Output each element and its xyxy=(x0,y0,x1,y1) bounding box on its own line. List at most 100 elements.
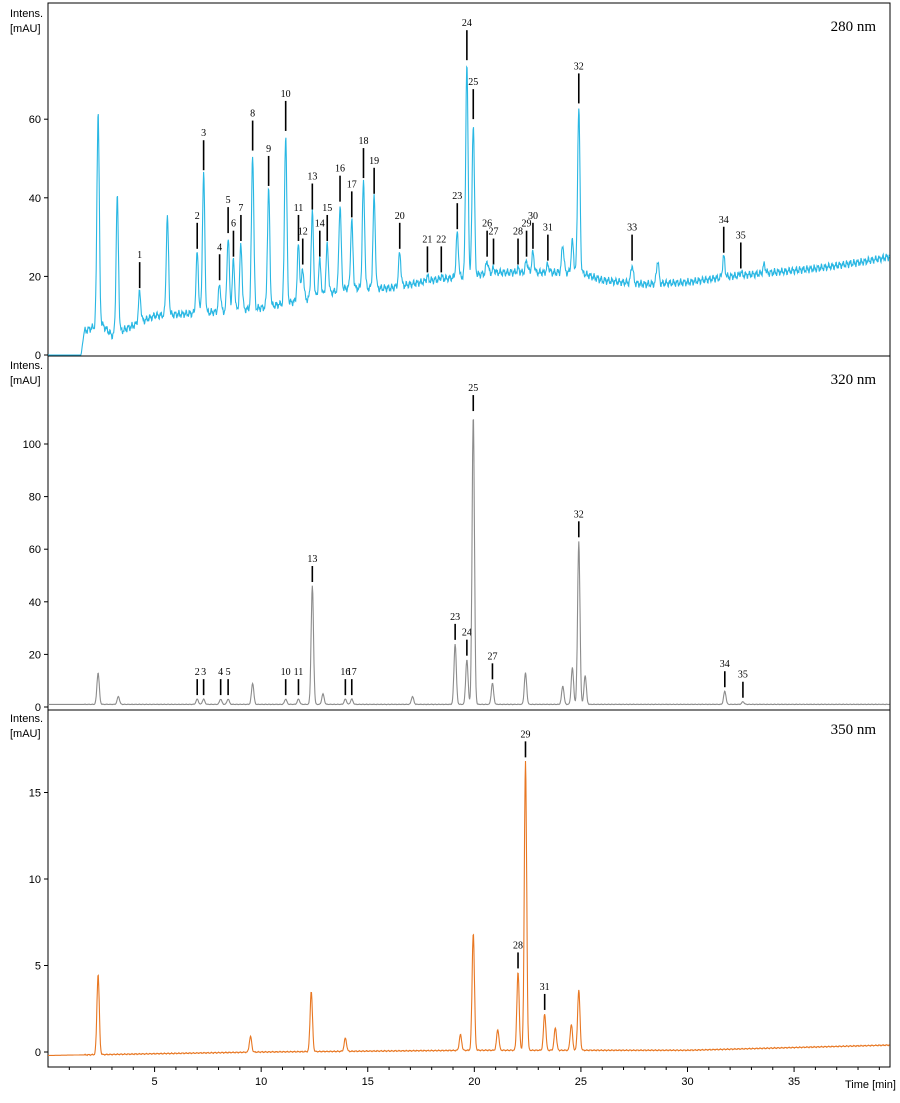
peak-label: 21 xyxy=(422,234,432,245)
plot-frame-280nm xyxy=(47,2,891,357)
peak-label: 24 xyxy=(462,628,472,639)
x-ticks: 5 10 15 20 25 30 35 xyxy=(68,1067,880,1088)
peak-label: 31 xyxy=(543,223,553,234)
x-tick-label: 10 xyxy=(255,1076,267,1088)
y-ticks-320nm: 0 20 40 60 80 100 xyxy=(23,439,48,714)
peak-label: 27 xyxy=(489,227,499,238)
peak-label: 34 xyxy=(719,215,729,226)
peak-label: 2 xyxy=(195,667,200,678)
peak-label: 14 xyxy=(315,219,325,230)
peak-label: 8 xyxy=(250,109,255,120)
peak-label: 26 xyxy=(482,219,492,230)
peak-label: 28 xyxy=(513,227,523,238)
peak-label: 32 xyxy=(574,61,584,72)
wavelength-label-320nm: 320 nm xyxy=(831,372,877,388)
peak-label: 3 xyxy=(201,128,206,139)
peak-label: 24 xyxy=(462,18,472,29)
peak-label: 20 xyxy=(395,211,405,222)
peak-label: 16 xyxy=(340,667,350,678)
panel-350nm: 350 nm Intens. [mAU] 0 5 10 15 5 10 15 20 25 30 3… xyxy=(10,709,896,1091)
y-tick-label: 10 xyxy=(29,874,41,886)
peak-label: 16 xyxy=(335,164,345,175)
x-tick-label: 25 xyxy=(575,1076,587,1088)
peak-label: 7 xyxy=(238,203,243,214)
trace-350nm xyxy=(48,760,890,1057)
peak-label: 12 xyxy=(298,227,308,238)
y-ticks-350nm: 0 5 10 15 xyxy=(29,788,48,1059)
peak-label: 15 xyxy=(322,203,332,214)
x-axis-title: Time [min] xyxy=(845,1079,896,1091)
y-tick-label: 40 xyxy=(29,597,41,609)
peak-label: 25 xyxy=(468,383,478,394)
y-tick-label: 5 xyxy=(35,961,41,973)
peak-label: 23 xyxy=(450,612,460,623)
peak-label: 13 xyxy=(307,554,317,565)
peak-label: 13 xyxy=(307,172,317,183)
y-tick-label: 15 xyxy=(29,788,41,800)
peak-label: 6 xyxy=(231,219,236,230)
peak-label: 4 xyxy=(218,667,223,678)
y-tick-label: 0 xyxy=(35,1047,41,1059)
peak-label: 11 xyxy=(294,667,304,678)
trace-320nm xyxy=(48,419,890,706)
peak-label: 4 xyxy=(217,242,222,253)
y-axis-title-320nm: Intens. xyxy=(10,360,43,372)
peak-label: 1 xyxy=(137,250,142,261)
peak-label: 9 xyxy=(266,144,271,155)
peak-label: 22 xyxy=(436,234,446,245)
peak-label: 11 xyxy=(294,203,304,214)
peak-label: 5 xyxy=(226,195,231,206)
y-axis-title-280nm: Intens. xyxy=(10,8,43,20)
x-tick-label: 35 xyxy=(788,1076,800,1088)
peak-label: 5 xyxy=(226,667,231,678)
y-axis-unit-350nm: [mAU] xyxy=(10,728,41,740)
y-tick-label: 100 xyxy=(23,439,41,451)
peak-label: 2 xyxy=(195,211,200,222)
peak-label: 31 xyxy=(540,982,550,993)
peak-label: 10 xyxy=(281,89,291,100)
y-tick-label: 60 xyxy=(29,544,41,556)
plot-frame-350nm xyxy=(47,709,891,1068)
peak-label: 10 xyxy=(281,667,291,678)
peak-label: 32 xyxy=(574,509,584,520)
y-ticks-280nm: 0 20 40 60 xyxy=(29,114,48,362)
peak-label: 29 xyxy=(520,729,530,740)
y-tick-label: 60 xyxy=(29,114,41,126)
wavelength-label-280nm: 280 nm xyxy=(831,19,877,35)
y-axis-title-350nm: Intens. xyxy=(10,713,43,725)
x-tick-label: 15 xyxy=(362,1076,374,1088)
wavelength-label-350nm: 350 nm xyxy=(831,722,877,738)
y-axis-unit-280nm: [mAU] xyxy=(10,23,41,35)
y-tick-label: 0 xyxy=(35,350,41,362)
peak-label: 27 xyxy=(487,651,497,662)
peak-label: 3 xyxy=(201,667,206,678)
y-tick-label: 40 xyxy=(29,193,41,205)
peak-label: 17 xyxy=(347,179,357,190)
x-tick-label: 30 xyxy=(681,1076,693,1088)
markers-350nm: 28 29 31 xyxy=(513,729,550,1010)
y-axis-unit-320nm: [mAU] xyxy=(10,375,41,387)
y-tick-label: 20 xyxy=(29,649,41,661)
peak-label: 17 xyxy=(347,667,357,678)
peak-label: 35 xyxy=(738,670,748,681)
peak-label: 33 xyxy=(627,223,637,234)
peak-label: 19 xyxy=(369,156,379,167)
peak-label: 34 xyxy=(720,659,730,670)
peak-label: 18 xyxy=(358,136,368,147)
peak-label: 30 xyxy=(528,211,538,222)
trace-280nm xyxy=(48,65,891,356)
peak-label: 35 xyxy=(736,230,746,241)
peak-label: 23 xyxy=(452,191,462,202)
x-tick-label: 20 xyxy=(468,1076,480,1088)
peak-label: 29 xyxy=(522,219,532,230)
peak-label: 28 xyxy=(513,940,523,951)
y-tick-label: 80 xyxy=(29,492,41,504)
x-tick-label: 5 xyxy=(152,1076,158,1088)
y-tick-label: 20 xyxy=(29,271,41,283)
peak-label: 25 xyxy=(468,77,478,88)
